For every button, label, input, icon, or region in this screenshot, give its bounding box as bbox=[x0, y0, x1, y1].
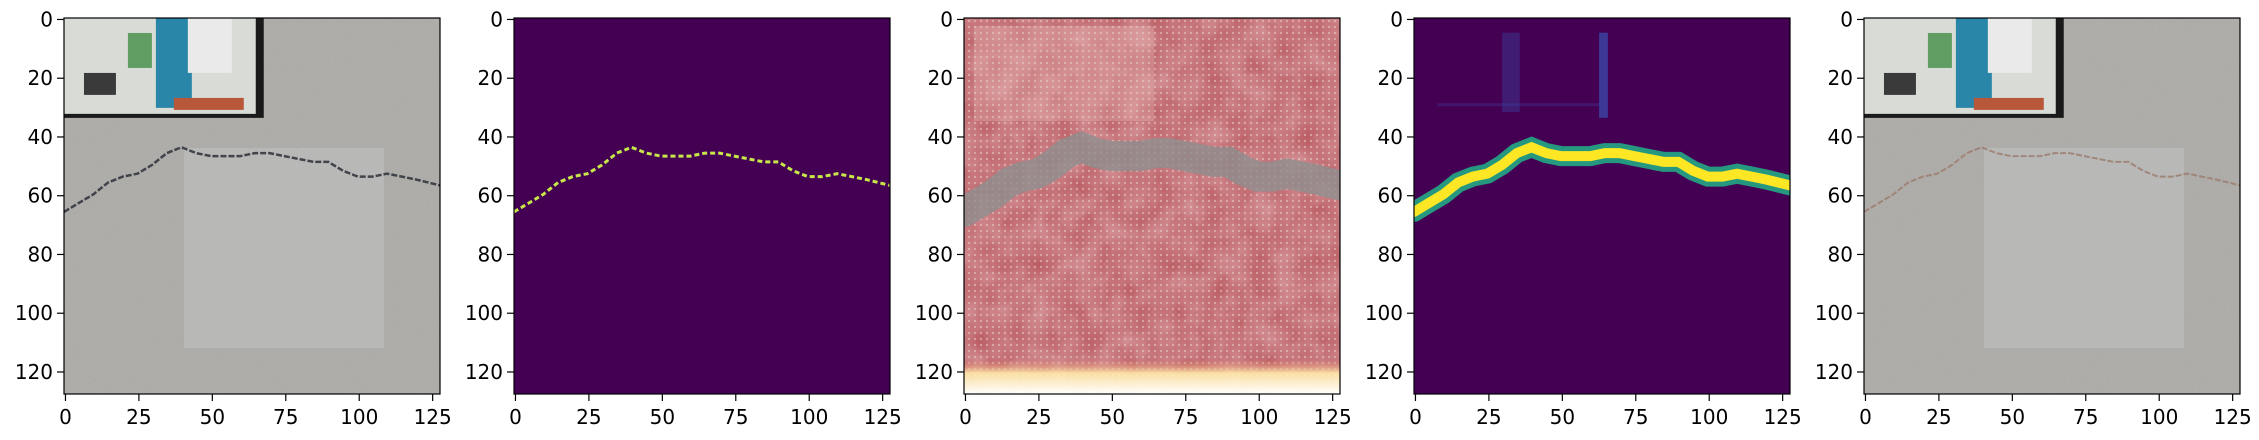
y-tick-label: 100 bbox=[1815, 301, 1853, 325]
y-tick-label: 120 bbox=[465, 360, 503, 384]
y-tick-label: 20 bbox=[28, 66, 53, 90]
prediction-ghost-left bbox=[1502, 32, 1520, 112]
y-tick-label: 0 bbox=[490, 7, 503, 31]
panel-frame bbox=[1863, 17, 2241, 395]
y-tick-label: 20 bbox=[928, 66, 953, 90]
x-tick-label: 50 bbox=[200, 405, 225, 429]
y-tick-label: 100 bbox=[465, 301, 503, 325]
y-tick-label: 100 bbox=[15, 301, 53, 325]
y-tick-label: 0 bbox=[1840, 7, 1853, 31]
y-tick-label: 0 bbox=[940, 7, 953, 31]
mask-crack-pixels bbox=[514, 145, 890, 214]
x-tick-label: 50 bbox=[1100, 405, 1125, 429]
x-tick-label: 125 bbox=[864, 405, 902, 429]
x-tick-label: 0 bbox=[1859, 405, 1872, 429]
x-tick-label: 75 bbox=[1623, 405, 1648, 429]
y-tick-label: 20 bbox=[1828, 66, 1853, 90]
x-tick-label: 100 bbox=[1690, 405, 1728, 429]
x-tick-label: 75 bbox=[2073, 405, 2098, 429]
panel-ground-truth-mask: 0 25 50 75 100 125 0 20 40 60 80 100 120 bbox=[465, 7, 902, 429]
y-tick-label: 120 bbox=[1815, 360, 1853, 384]
x-tick-label: 25 bbox=[1026, 405, 1051, 429]
x-tick-label: 0 bbox=[59, 405, 72, 429]
x-tick-label: 50 bbox=[650, 405, 675, 429]
panel-frame bbox=[63, 17, 441, 395]
activation-crack-band bbox=[964, 131, 1340, 227]
mask-background bbox=[514, 18, 890, 394]
checker-artifacts bbox=[964, 18, 1340, 394]
y-tick-label: 20 bbox=[1378, 66, 1403, 90]
x-tick-label: 0 bbox=[509, 405, 522, 429]
x-tick-label: 25 bbox=[576, 405, 601, 429]
prediction-ghost-bottom bbox=[1437, 103, 1602, 107]
y-tick-label: 60 bbox=[28, 184, 53, 208]
x-tick-label: 125 bbox=[2214, 405, 2252, 429]
crack-line bbox=[1864, 146, 2240, 213]
prediction-crack-core bbox=[1414, 141, 1790, 217]
y-tick-label: 60 bbox=[478, 184, 503, 208]
x-tick-label: 0 bbox=[1409, 405, 1422, 429]
x-tick-label: 125 bbox=[1314, 405, 1352, 429]
panel-input-image: 0 25 50 75 100 125 0 20 40 60 80 100 120 bbox=[15, 7, 452, 429]
y-tick-label: 80 bbox=[1828, 242, 1853, 266]
y-tick-label: 80 bbox=[928, 242, 953, 266]
x-tick-label: 125 bbox=[414, 405, 452, 429]
x-tick-label: 75 bbox=[723, 405, 748, 429]
y-tick-label: 60 bbox=[1378, 184, 1403, 208]
y-tick-label: 120 bbox=[1365, 360, 1403, 384]
x-tick-label: 75 bbox=[273, 405, 298, 429]
panel-frame bbox=[963, 17, 1341, 395]
panel-activation-map: 0 25 50 75 100 125 0 20 40 60 80 100 120 bbox=[915, 7, 1352, 429]
activation-bottom-glow bbox=[964, 358, 1340, 394]
y-tick-label: 60 bbox=[928, 184, 953, 208]
y-tick-label: 120 bbox=[15, 360, 53, 384]
x-tick-label: 50 bbox=[2000, 405, 2025, 429]
x-tick-label: 25 bbox=[1476, 405, 1501, 429]
y-tick-label: 100 bbox=[915, 301, 953, 325]
y-tick-label: 100 bbox=[1365, 301, 1403, 325]
y-tick-label: 40 bbox=[1378, 125, 1403, 149]
x-tick-label: 125 bbox=[1764, 405, 1802, 429]
panel-frame bbox=[1413, 17, 1791, 395]
y-tick-label: 60 bbox=[1828, 184, 1853, 208]
y-tick-label: 40 bbox=[478, 125, 503, 149]
y-tick-label: 40 bbox=[1828, 125, 1853, 149]
x-tick-label: 25 bbox=[1926, 405, 1951, 429]
y-tick-label: 80 bbox=[1378, 242, 1403, 266]
x-tick-label: 100 bbox=[340, 405, 378, 429]
panel-predicted-mask: 0 25 50 75 100 125 0 20 40 60 80 100 120 bbox=[1365, 7, 1802, 429]
x-tick-label: 75 bbox=[1173, 405, 1198, 429]
prediction-ghost-right bbox=[1599, 32, 1608, 118]
inset-packet-photo bbox=[64, 18, 264, 118]
x-tick-label: 100 bbox=[790, 405, 828, 429]
y-tick-label: 0 bbox=[1390, 7, 1403, 31]
y-tick-label: 40 bbox=[928, 125, 953, 149]
panel-overlay-image: 0 25 50 75 100 125 0 20 40 60 80 100 120 bbox=[1815, 7, 2252, 429]
y-tick-label: 0 bbox=[40, 7, 53, 31]
inset-packet-photo bbox=[1864, 18, 2064, 118]
panel-frame bbox=[513, 17, 891, 395]
x-tick-label: 50 bbox=[1550, 405, 1575, 429]
crack-line bbox=[64, 145, 440, 213]
y-tick-label: 20 bbox=[478, 66, 503, 90]
y-tick-label: 80 bbox=[478, 242, 503, 266]
x-tick-label: 0 bbox=[959, 405, 972, 429]
x-tick-label: 100 bbox=[2140, 405, 2178, 429]
y-tick-label: 120 bbox=[915, 360, 953, 384]
x-tick-label: 25 bbox=[126, 405, 151, 429]
y-tick-label: 40 bbox=[28, 125, 53, 149]
y-tick-label: 80 bbox=[28, 242, 53, 266]
x-tick-label: 100 bbox=[1240, 405, 1278, 429]
